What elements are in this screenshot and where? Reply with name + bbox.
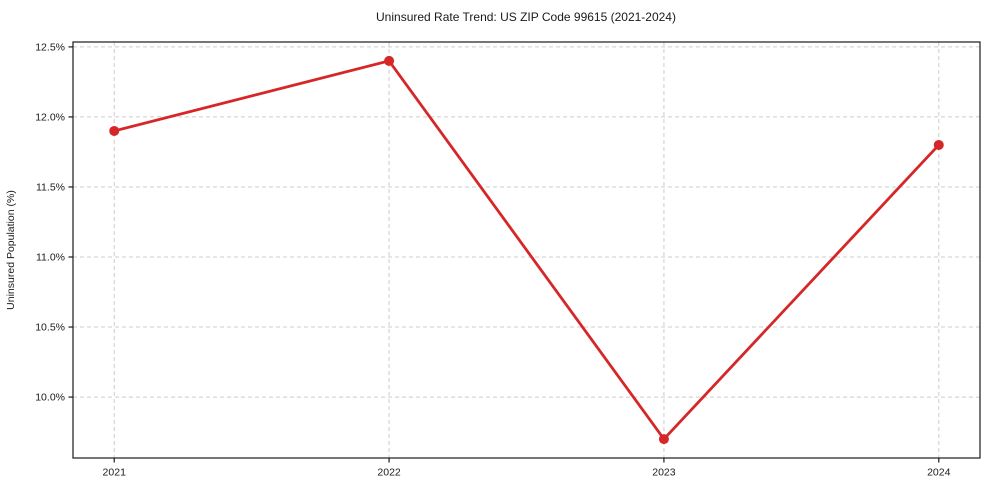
trend-line	[112, 59, 941, 441]
y-tick-label: 12.5%	[35, 41, 65, 53]
data-point	[109, 125, 120, 136]
plot-border	[72, 41, 981, 459]
y-tick-label: 12.0%	[35, 111, 65, 123]
y-tick-label: 10.5%	[35, 322, 65, 334]
x-tick-label: 2022	[377, 467, 401, 479]
y-tick-label: 11.5%	[36, 181, 65, 193]
x-tick-label: 2024	[927, 467, 951, 479]
y-tick-label: 10.0%	[35, 392, 65, 404]
data-point	[933, 139, 944, 150]
x-tick-label: 2023	[652, 467, 676, 479]
data-point	[384, 55, 395, 66]
data-point	[658, 434, 669, 445]
chart-title: Uninsured Rate Trend: US ZIP Code 99615 …	[376, 10, 676, 24]
y-tick-label: 11.0%	[36, 252, 65, 264]
plot-area: 10.0% 10.5% 11.0% 11.5% 12.0% 12.5% 2021 2022 20…	[35, 41, 981, 479]
x-tick-label: 2021	[103, 467, 127, 479]
y-axis-label: Uninsured Population (%)	[5, 190, 17, 310]
